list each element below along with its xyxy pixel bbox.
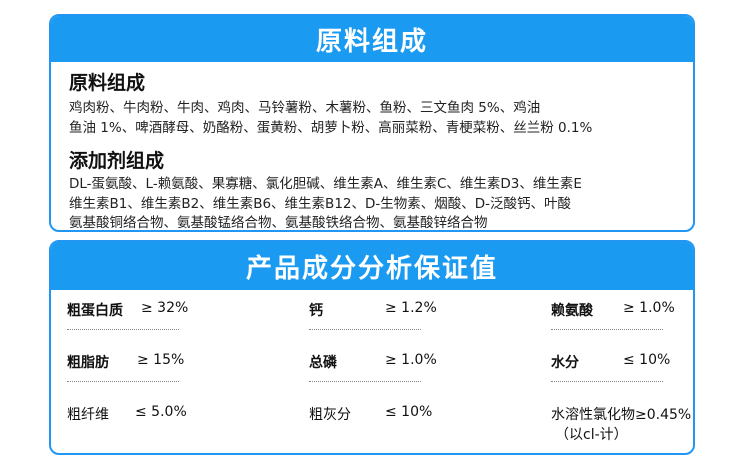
analysis-value: ≤ 10% bbox=[623, 352, 671, 368]
additives-line-3: 氨基酸铜络合物、氨基酸锰络合物、氨基酸铁络合物、氨基酸锌络合物 bbox=[69, 215, 488, 231]
analysis-label: 粗脂肪 bbox=[67, 355, 109, 371]
additives-line-1: DL-蛋氨酸、L-赖氨酸、果寡糖、氯化胆碱、维生素A、维生素C、维生素D3、维生… bbox=[69, 176, 582, 192]
analysis-value: ≤ 5.0% bbox=[135, 404, 187, 420]
analysis-value: ≥ 32% bbox=[141, 300, 189, 316]
analysis-label: 总磷 bbox=[309, 355, 337, 371]
analysis-value: ≥ 15% bbox=[137, 352, 185, 368]
analysis-label: 赖氨酸 bbox=[551, 303, 593, 319]
analysis-value: ≥ 1.0% bbox=[385, 352, 437, 368]
raw-materials-line-1: 鸡肉粉、牛肉粉、牛肉、鸡肉、马铃薯粉、木薯粉、鱼粉、三文鱼肉 5%、鸡油 bbox=[69, 100, 541, 116]
additives-line-2: 维生素B1、维生素B2、维生素B6、维生素B12、D-生物素、烟酸、D-泛酸钙、… bbox=[69, 196, 572, 212]
dotted-divider bbox=[67, 329, 179, 330]
dotted-divider bbox=[551, 381, 663, 382]
analysis-value: ≥ 1.0% bbox=[623, 300, 675, 316]
analysis-label: 水溶性氯化物≥0.45% bbox=[551, 407, 692, 423]
dotted-divider bbox=[67, 381, 179, 382]
analysis-label: 粗纤维 bbox=[67, 407, 109, 423]
ingredients-banner: 原料组成 bbox=[51, 16, 693, 62]
analysis-label: 粗蛋白质 bbox=[67, 303, 123, 319]
dotted-divider bbox=[309, 329, 421, 330]
dotted-divider bbox=[309, 381, 421, 382]
analysis-value: ≥ 1.2% bbox=[385, 300, 437, 316]
analysis-label: 钙 bbox=[309, 303, 323, 319]
ingredients-card: 原料组成 原料组成 鸡肉粉、牛肉粉、牛肉、鸡肉、马铃薯粉、木薯粉、鱼粉、三文鱼肉… bbox=[49, 14, 695, 232]
analysis-label: 水分 bbox=[551, 355, 579, 371]
raw-materials-line-2: 鱼油 1%、啤酒酵母、奶酪粉、蛋黄粉、胡萝卜粉、高丽菜粉、青梗菜粉、丝兰粉 0.… bbox=[69, 120, 593, 136]
raw-materials-title: 原料组成 bbox=[69, 72, 146, 94]
analysis-value: （以cl-计） bbox=[555, 427, 628, 443]
analysis-card: 产品成分分析保证值 粗蛋白质 ≥ 32% 钙 ≥ 1.2% 赖氨酸 ≥ 1.0%… bbox=[49, 240, 695, 455]
additives-title: 添加剂组成 bbox=[69, 150, 165, 172]
dotted-divider bbox=[551, 329, 663, 330]
analysis-value: ≤ 10% bbox=[385, 404, 433, 420]
analysis-banner: 产品成分分析保证值 bbox=[51, 242, 693, 290]
analysis-label: 粗灰分 bbox=[309, 407, 351, 423]
